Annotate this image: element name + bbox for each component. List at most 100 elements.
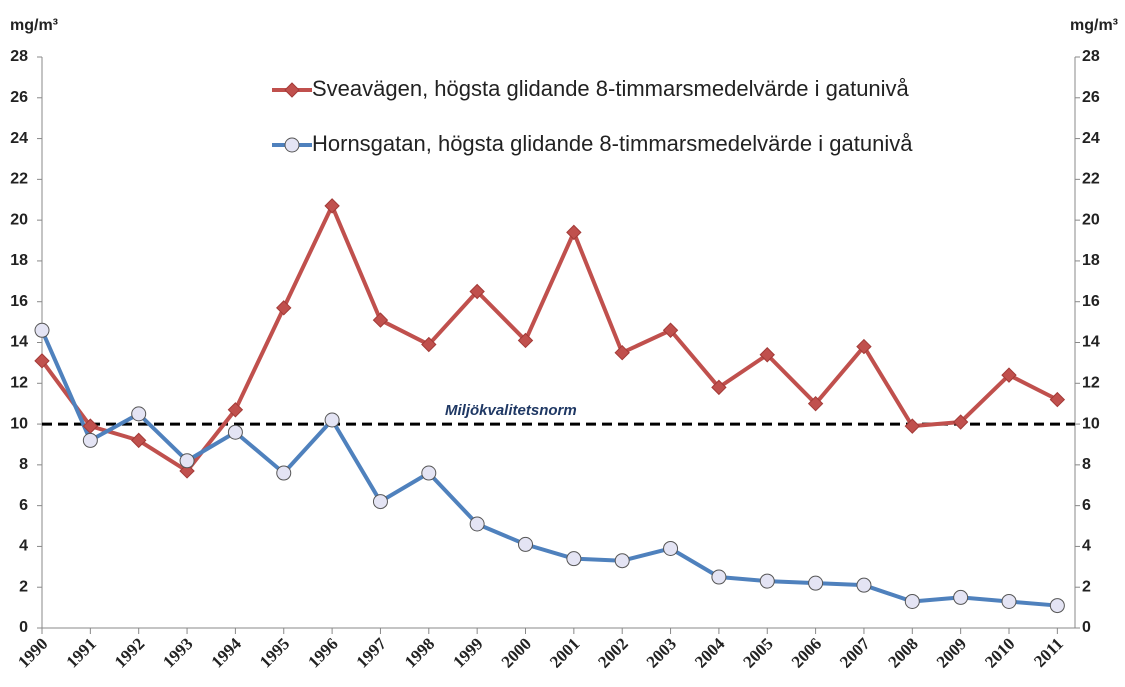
marker xyxy=(759,347,775,363)
y2-tick-label: 18 xyxy=(1082,252,1100,269)
y2-tick-label: 16 xyxy=(1082,293,1100,310)
marker xyxy=(227,402,244,418)
series-line xyxy=(40,329,1058,608)
x-tick-label: 2001 xyxy=(546,634,583,671)
marker xyxy=(284,82,300,98)
marker xyxy=(856,338,872,355)
marker xyxy=(1001,367,1017,383)
marker xyxy=(82,432,98,448)
y-tick-label: 2 xyxy=(19,578,28,595)
x-tick-label: 1993 xyxy=(159,634,196,671)
x-tick-label: 1995 xyxy=(256,634,293,671)
marker xyxy=(566,224,582,241)
y-tick-label: 6 xyxy=(19,497,28,514)
x-tick-label: 2000 xyxy=(498,634,535,671)
y-tick-label: 26 xyxy=(10,89,28,106)
y2-tick-label: 26 xyxy=(1082,89,1100,106)
x-tick-label: 2006 xyxy=(788,634,825,671)
y-tick-label: 10 xyxy=(10,415,28,432)
x-tick-label: 2010 xyxy=(981,634,1018,671)
y2-tick-label: 10 xyxy=(1082,415,1100,432)
marker xyxy=(663,540,679,556)
legend-label: Hornsgatan, högsta glidande 8-timmarsmed… xyxy=(312,131,913,156)
marker xyxy=(34,353,50,369)
marker xyxy=(808,575,824,591)
y2-tick-label: 2 xyxy=(1082,578,1091,595)
marker xyxy=(421,336,437,353)
x-tick-label: 2003 xyxy=(643,634,680,671)
legend-label: Sveavägen, högsta glidande 8-timmarsmede… xyxy=(312,76,910,101)
y2-tick-label: 24 xyxy=(1082,130,1100,147)
y-tick-label: 18 xyxy=(10,252,28,269)
marker xyxy=(614,344,630,361)
marker xyxy=(372,494,388,510)
y-tick-label: 4 xyxy=(19,538,28,555)
marker xyxy=(1049,391,1066,408)
marker xyxy=(952,414,969,430)
reference-label: Miljökvalitetsnorm xyxy=(445,402,577,419)
marker xyxy=(34,322,50,338)
marker xyxy=(227,424,243,440)
x-tick-label: 1994 xyxy=(208,634,246,672)
marker xyxy=(518,536,533,552)
y-tick-label: 0 xyxy=(19,619,28,636)
y2-tick-label: 14 xyxy=(1082,334,1100,351)
y-tick-label: 16 xyxy=(10,293,28,310)
marker xyxy=(324,412,340,428)
x-tick-label: 2002 xyxy=(594,634,631,671)
marker xyxy=(662,322,679,338)
marker xyxy=(904,418,921,434)
y2-tick-label: 12 xyxy=(1082,375,1100,392)
x-tick-label: 1991 xyxy=(62,634,99,671)
marker xyxy=(807,395,824,412)
x-tick-label: 2004 xyxy=(691,634,729,672)
marker xyxy=(904,593,920,609)
y2-axis-label: mg/m³ xyxy=(1070,17,1118,34)
x-tick-label: 2005 xyxy=(739,634,776,671)
x-tick-label: 1998 xyxy=(401,634,438,671)
x-tick-label: 1997 xyxy=(353,634,391,672)
x-tick-label: 2007 xyxy=(836,634,874,672)
x-tick-label: 1992 xyxy=(111,634,148,671)
y-tick-label: 8 xyxy=(19,456,28,473)
x-tick-label: 1996 xyxy=(304,634,341,671)
y2-tick-label: 20 xyxy=(1082,211,1100,228)
y2-tick-label: 0 xyxy=(1082,619,1091,636)
x-tick-label: 1990 xyxy=(14,634,51,671)
y2-tick-label: 22 xyxy=(1082,171,1100,188)
marker xyxy=(372,312,389,328)
y-tick-label: 20 xyxy=(10,211,28,228)
x-tick-label: 2009 xyxy=(933,634,970,671)
marker xyxy=(469,516,485,532)
series-line xyxy=(40,203,1059,473)
y-tick-label: 28 xyxy=(10,48,28,65)
marker xyxy=(1001,593,1017,609)
marker xyxy=(131,406,147,422)
marker xyxy=(130,432,147,449)
x-tick-label: 2011 xyxy=(1030,634,1067,671)
y-tick-label: 22 xyxy=(10,171,28,188)
marker xyxy=(179,463,195,479)
marker xyxy=(517,332,534,349)
marker xyxy=(276,465,292,481)
marker xyxy=(469,283,485,300)
marker xyxy=(179,453,195,469)
marker xyxy=(711,569,727,585)
y-tick-label: 12 xyxy=(10,375,28,392)
marker xyxy=(421,465,437,481)
marker xyxy=(856,577,872,593)
x-tick-label: 2008 xyxy=(884,634,921,671)
marker xyxy=(276,300,292,316)
marker xyxy=(284,137,300,153)
y-tick-label: 14 xyxy=(10,334,28,351)
y2-tick-label: 6 xyxy=(1082,497,1091,514)
y-tick-label: 24 xyxy=(10,130,28,147)
marker xyxy=(953,589,969,605)
marker xyxy=(566,551,582,567)
marker xyxy=(614,553,630,569)
marker xyxy=(1049,598,1065,614)
marker xyxy=(324,198,340,214)
marker xyxy=(759,573,775,589)
x-tick-label: 1999 xyxy=(449,634,486,671)
